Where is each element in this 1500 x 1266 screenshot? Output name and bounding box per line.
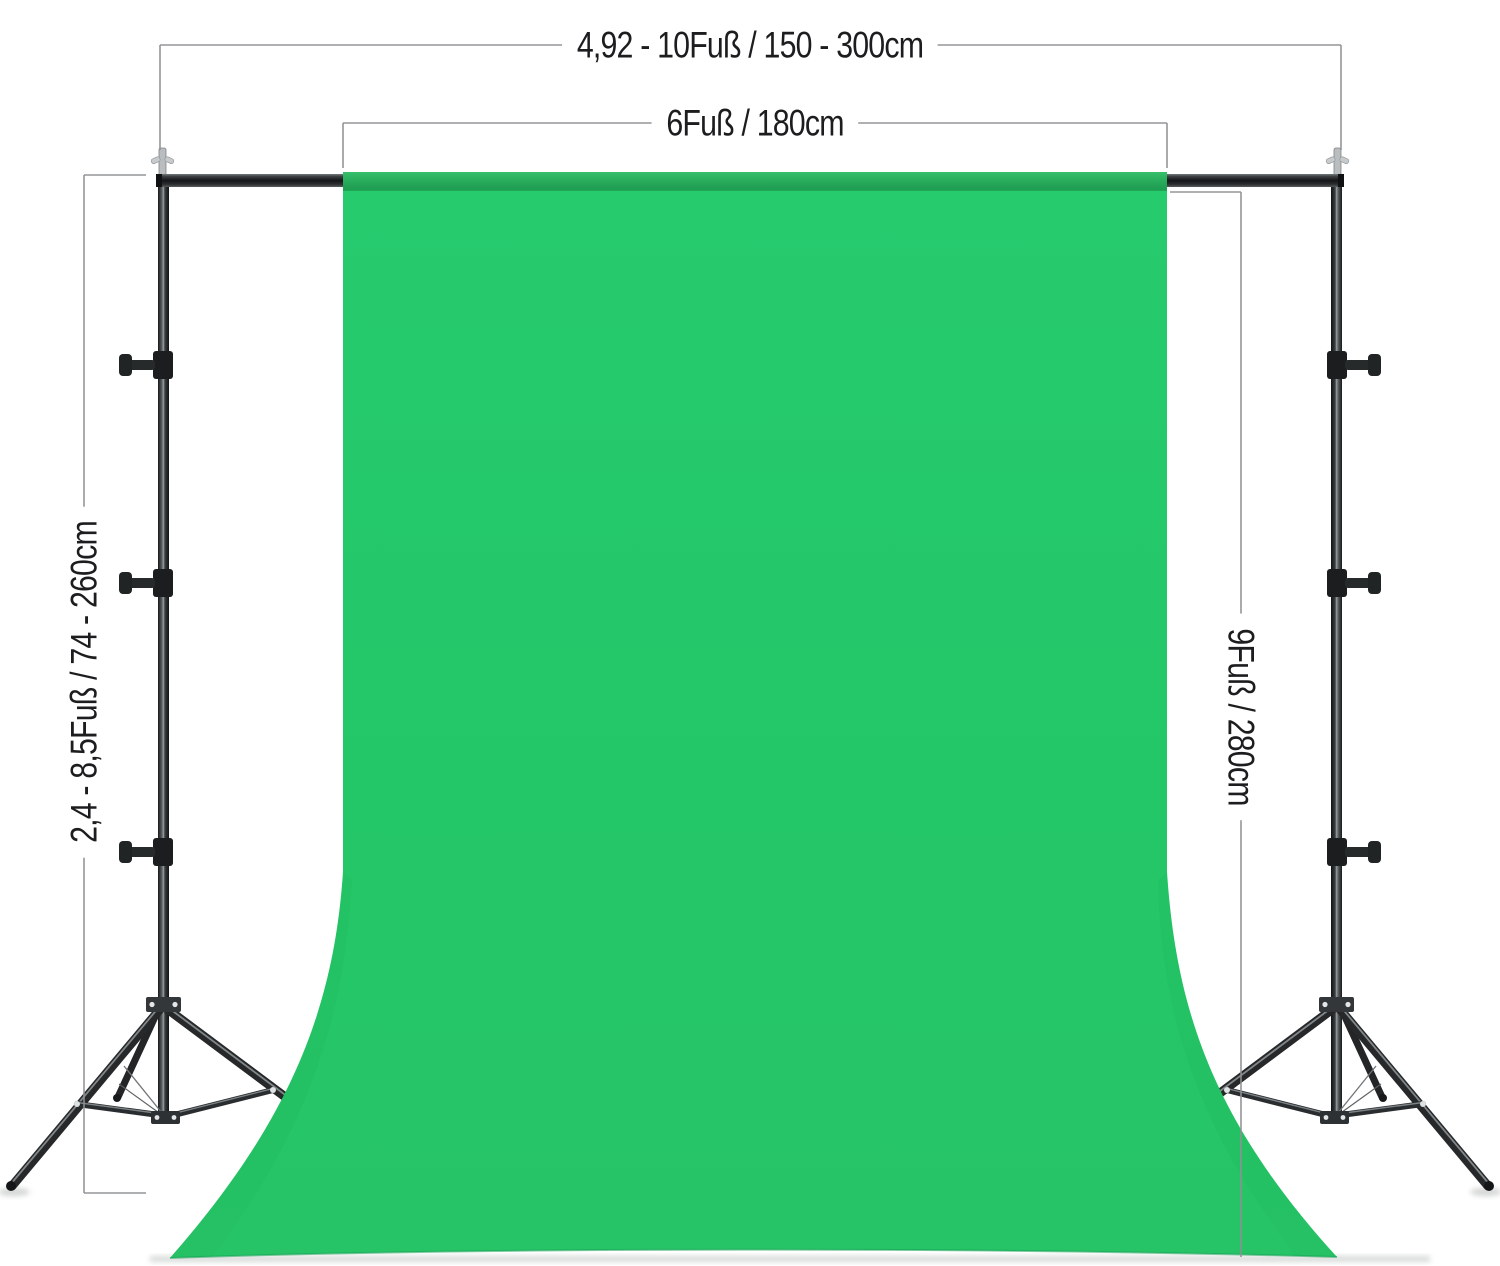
backdrop-fabric-body <box>170 191 1337 1258</box>
tripod-base <box>6 997 306 1191</box>
backdrop-height-label: 9Fuß / 280cm <box>1215 613 1267 821</box>
backdrop-fabric-rod-pocket <box>343 172 1167 191</box>
pole-clamp-knob <box>119 351 173 379</box>
backdrop-width-label: 6Fuß / 180cm <box>651 97 859 149</box>
stand-height-label: 2,4 - 8,5Fuß / 74 - 260cm <box>58 506 110 858</box>
spigot-screw <box>150 147 175 177</box>
backdrop-fabric <box>169 172 1338 1259</box>
pole-clamp-knob <box>119 569 173 597</box>
pole-clamp-knob <box>119 838 173 866</box>
stand-pole <box>158 180 169 1123</box>
left-stand <box>6 147 306 1191</box>
crossbar-width-label: 4,92 - 10Fuß / 150 - 300cm <box>562 19 938 71</box>
